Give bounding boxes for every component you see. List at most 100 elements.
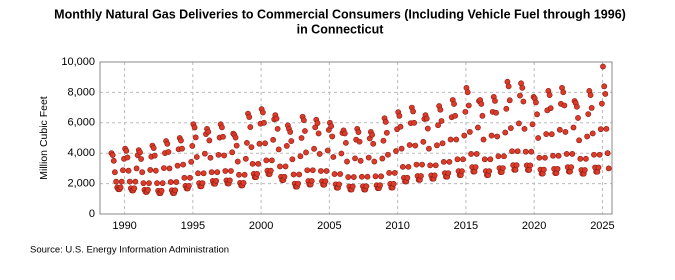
- point: [125, 167, 132, 174]
- point: [513, 162, 520, 169]
- point: [146, 180, 152, 187]
- x-tick-label: 2025: [590, 220, 614, 232]
- point: [434, 142, 440, 149]
- point: [145, 186, 151, 193]
- x-tick-label: 1995: [181, 220, 205, 232]
- point: [411, 119, 418, 126]
- point: [503, 105, 510, 112]
- point: [185, 182, 192, 189]
- point: [215, 151, 222, 158]
- point: [420, 138, 427, 145]
- point: [569, 151, 576, 157]
- point: [406, 142, 413, 148]
- point: [363, 183, 370, 190]
- point: [219, 124, 225, 131]
- point: [398, 145, 405, 152]
- point: [290, 171, 297, 178]
- point: [540, 166, 547, 173]
- source: Source: U.S. Energy Information Administ…: [30, 245, 229, 256]
- point: [464, 89, 471, 96]
- point: [205, 128, 212, 135]
- point: [247, 124, 254, 130]
- point: [337, 171, 344, 177]
- point: [598, 100, 605, 107]
- point: [270, 136, 277, 143]
- point: [546, 92, 553, 99]
- chart-title: Monthly Natural Gas Deliveries to Commer…: [54, 7, 626, 21]
- point: [390, 181, 397, 187]
- point: [385, 151, 391, 158]
- point: [487, 156, 494, 163]
- y-tick-label: 0: [89, 208, 95, 220]
- point: [587, 92, 594, 99]
- point: [581, 167, 588, 173]
- point: [520, 98, 527, 105]
- y-tick-label: 8,000: [67, 86, 95, 98]
- point: [118, 178, 125, 185]
- point: [120, 167, 126, 174]
- point: [322, 178, 329, 185]
- point: [460, 156, 466, 163]
- point: [350, 174, 357, 180]
- x-tick-label: 2015: [454, 220, 478, 232]
- point: [528, 148, 535, 155]
- point: [296, 171, 303, 178]
- point: [439, 140, 446, 147]
- point: [341, 130, 348, 137]
- point: [412, 142, 419, 149]
- point: [236, 171, 242, 178]
- point: [492, 98, 498, 104]
- x-tick-label: 2010: [385, 220, 409, 232]
- point: [536, 154, 543, 161]
- point: [377, 182, 383, 189]
- point: [522, 148, 529, 155]
- point: [267, 167, 274, 174]
- point: [315, 130, 322, 137]
- point: [226, 177, 233, 184]
- point: [427, 162, 434, 169]
- point: [283, 143, 290, 149]
- point: [256, 140, 263, 147]
- point: [117, 184, 124, 191]
- point: [311, 145, 317, 152]
- point: [298, 135, 305, 141]
- point: [330, 154, 337, 160]
- point: [213, 177, 220, 184]
- point: [468, 151, 474, 157]
- point: [261, 119, 267, 126]
- y-tick-label: 2,000: [67, 178, 95, 190]
- point: [576, 137, 582, 144]
- point: [160, 165, 167, 171]
- point: [507, 125, 514, 132]
- point: [214, 169, 221, 176]
- point: [220, 133, 226, 140]
- point: [432, 162, 439, 169]
- point: [543, 131, 550, 137]
- point: [109, 152, 116, 158]
- point: [382, 118, 389, 125]
- point: [501, 153, 507, 160]
- point: [132, 178, 139, 185]
- point: [435, 122, 441, 129]
- point: [601, 83, 608, 90]
- point: [478, 101, 485, 107]
- point: [473, 151, 480, 157]
- point: [397, 123, 404, 130]
- point: [200, 170, 207, 177]
- point: [604, 150, 611, 157]
- point: [151, 152, 158, 159]
- point: [139, 169, 146, 176]
- point: [274, 125, 281, 132]
- point: [300, 117, 307, 124]
- point: [462, 108, 469, 115]
- point: [418, 173, 424, 179]
- y-axis-label: Million Cubic Feet: [38, 96, 50, 180]
- point: [206, 137, 213, 144]
- point: [207, 154, 214, 161]
- point: [500, 165, 506, 171]
- point: [494, 133, 501, 140]
- point: [234, 158, 241, 165]
- point: [554, 165, 561, 172]
- point: [295, 180, 302, 187]
